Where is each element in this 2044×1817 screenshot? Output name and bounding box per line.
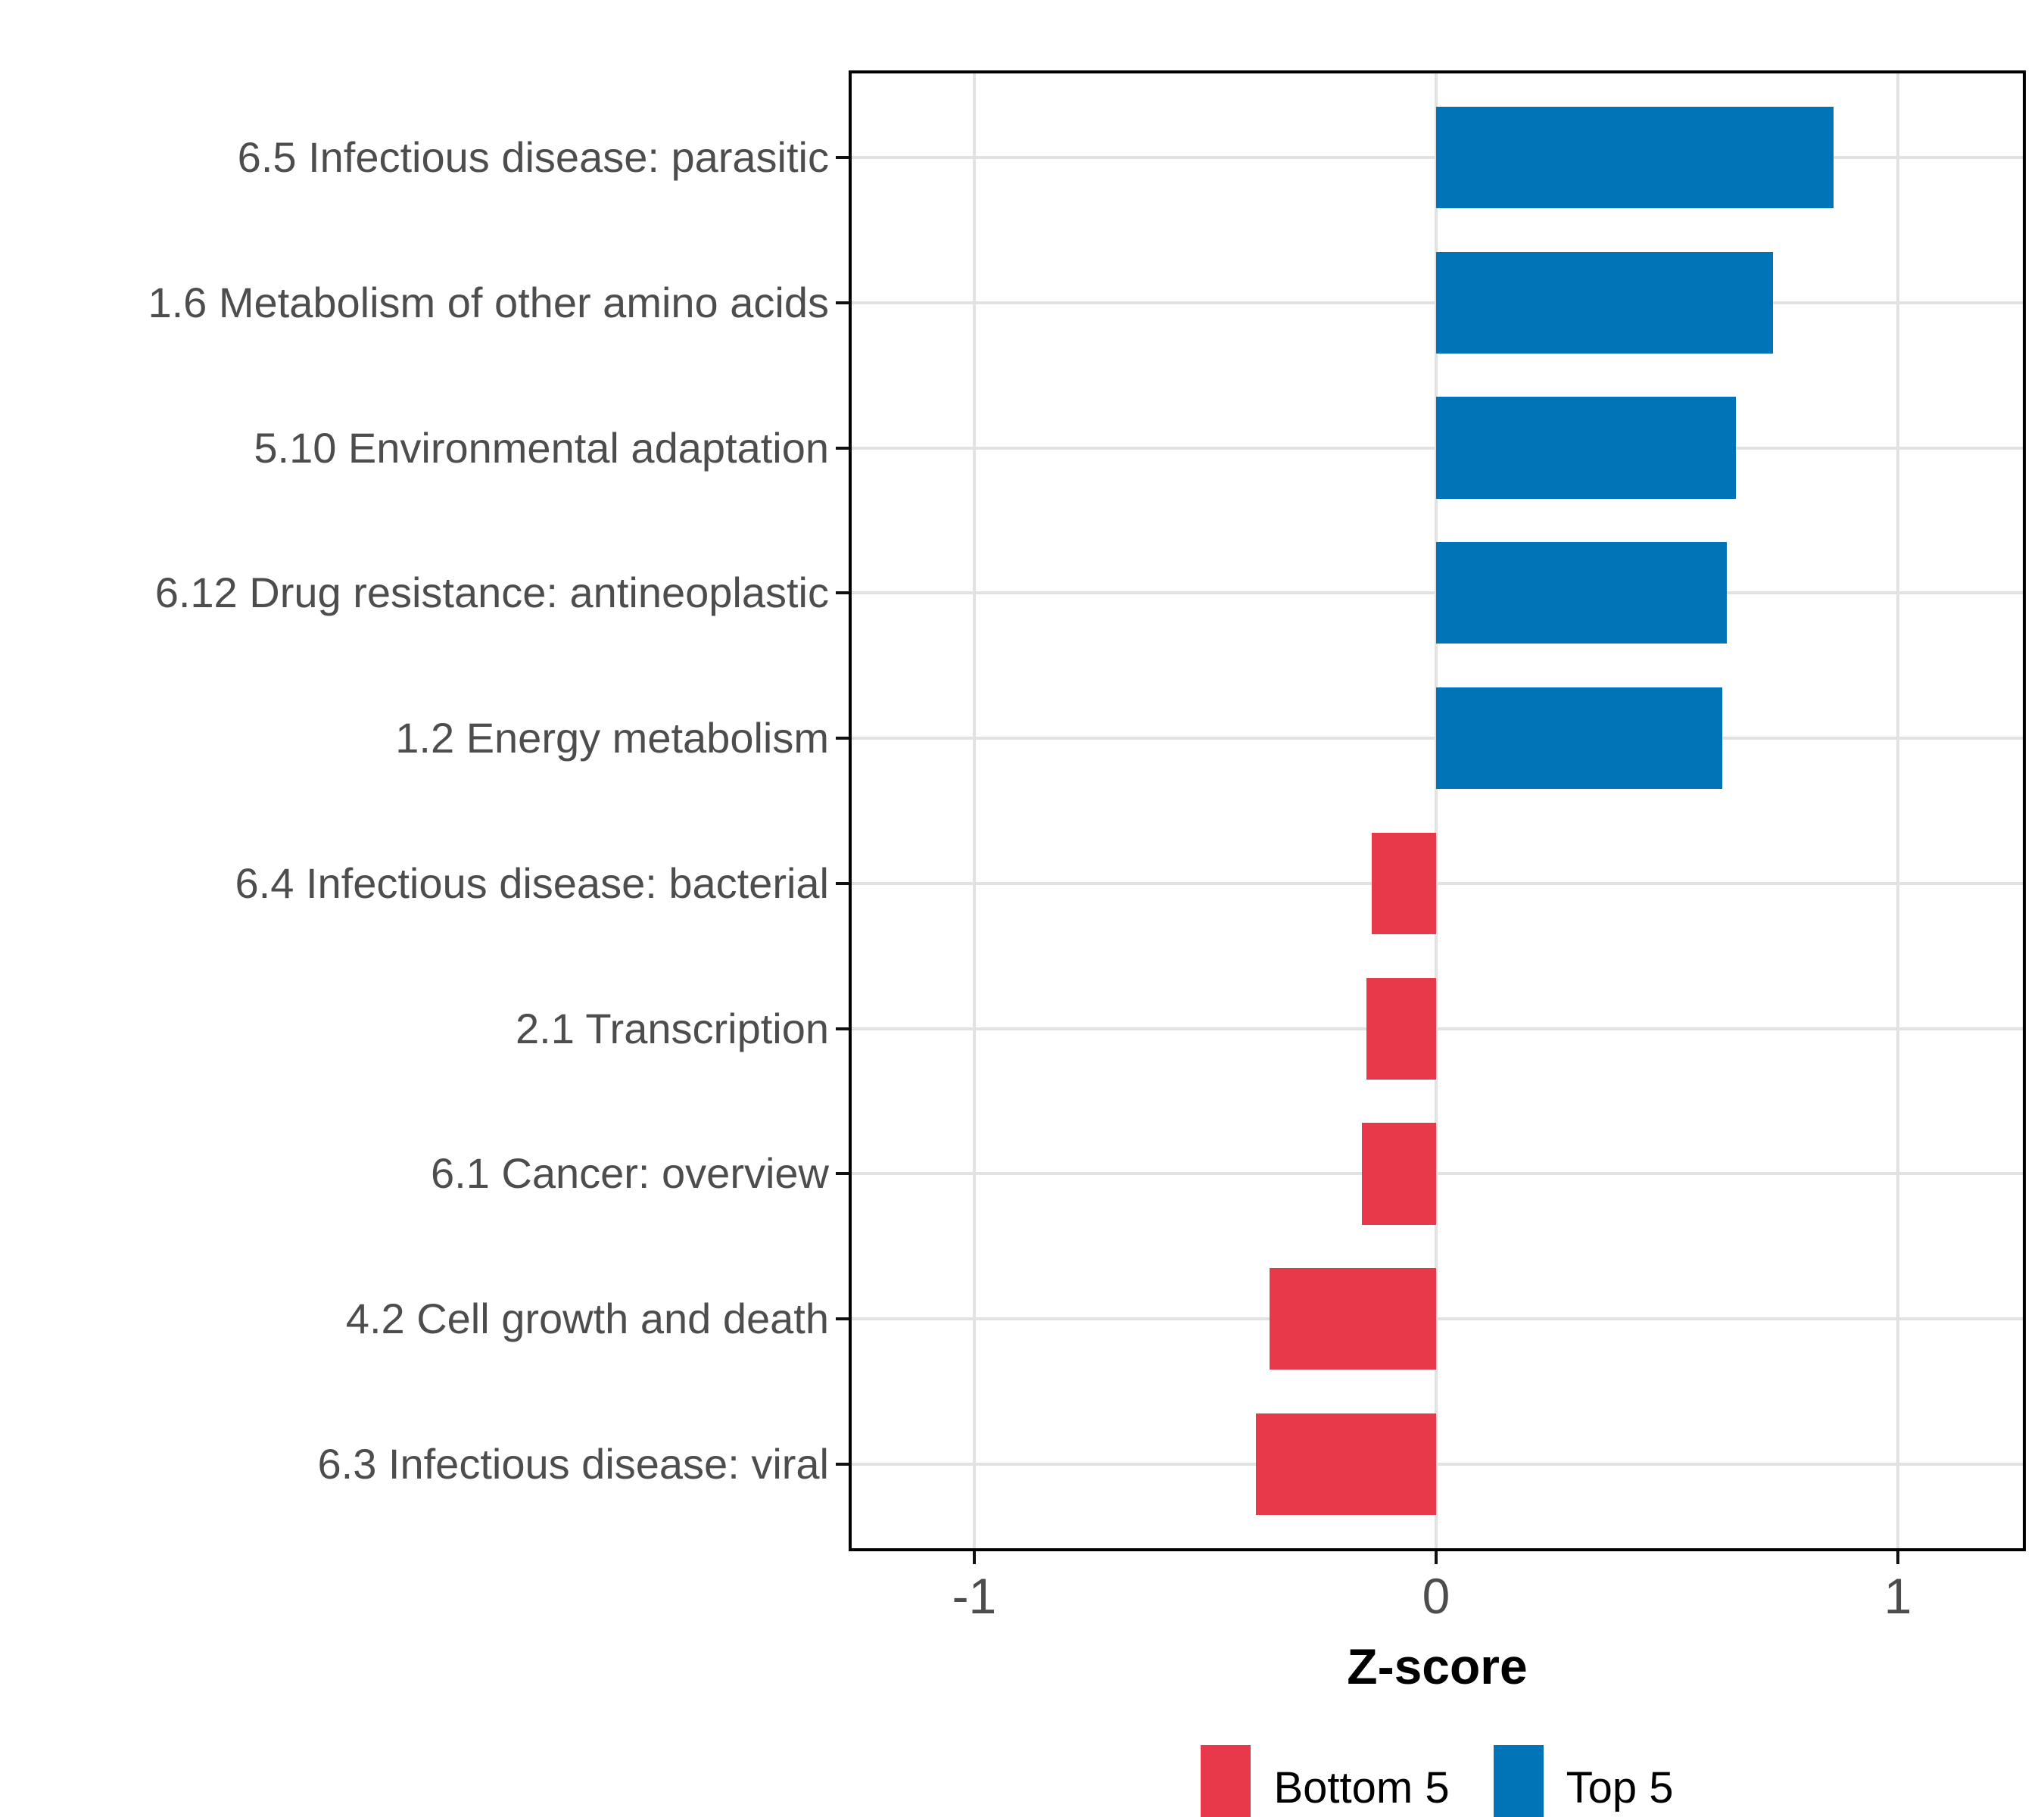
category-label: 5.10 Environmental adaptation xyxy=(254,423,829,472)
category-label: 6.3 Infectious disease: viral xyxy=(317,1439,829,1488)
category-label: 6.4 Infectious disease: bacterial xyxy=(235,859,829,907)
category-label: 1.6 Metabolism of other amino acids xyxy=(148,278,829,326)
major-gridline-x xyxy=(972,70,976,1551)
y-tick-mark xyxy=(836,1462,849,1466)
major-gridline-x xyxy=(1434,70,1438,1551)
y-tick-mark xyxy=(836,301,849,304)
bar xyxy=(1435,687,1723,790)
legend-label: Bottom 5 xyxy=(1273,1762,1450,1812)
category-label: 2.1 Transcription xyxy=(516,1004,829,1052)
major-gridline-y xyxy=(849,1172,2026,1176)
y-tick-mark xyxy=(836,881,849,885)
bar xyxy=(1366,977,1436,1080)
bar xyxy=(1362,1123,1436,1225)
y-tick-mark xyxy=(836,446,849,450)
y-tick-mark xyxy=(836,1317,849,1321)
category-label: 6.1 Cancer: overview xyxy=(430,1149,829,1198)
bar xyxy=(1435,397,1737,499)
y-tick-mark xyxy=(836,737,849,740)
major-gridline-x xyxy=(1896,70,1900,1551)
legend-key-swatch xyxy=(1201,1745,1251,1817)
x-axis-title: Z-score xyxy=(1347,1638,1528,1694)
x-tick-mark xyxy=(1896,1551,1900,1564)
bar xyxy=(1435,251,1774,354)
major-gridline-y xyxy=(849,881,2026,885)
major-gridline-y xyxy=(849,1317,2026,1321)
legend-item-bottom5: Bottom 5 xyxy=(1201,1745,1450,1817)
legend-key-swatch xyxy=(1493,1745,1544,1817)
y-tick-mark xyxy=(836,156,849,160)
bar xyxy=(1256,1413,1436,1516)
x-tick-mark xyxy=(1434,1551,1438,1564)
bar xyxy=(1435,106,1834,209)
x-tick-label: -1 xyxy=(952,1568,997,1624)
major-gridline-y xyxy=(849,1462,2026,1466)
category-label: 4.2 Cell growth and death xyxy=(345,1295,829,1343)
x-tick-mark xyxy=(972,1551,976,1564)
y-tick-mark xyxy=(836,591,849,595)
x-tick-label: 1 xyxy=(1884,1568,1912,1624)
category-label: 1.2 Energy metabolism xyxy=(395,714,829,762)
major-gridline-y xyxy=(849,1027,2026,1030)
category-label: 6.12 Drug resistance: antineoplastic xyxy=(154,569,829,617)
x-tick-label: 0 xyxy=(1422,1568,1450,1624)
bar xyxy=(1371,832,1436,934)
legend-item-top5: Top 5 xyxy=(1493,1745,1674,1817)
y-tick-mark xyxy=(836,1172,849,1176)
category-label: 6.5 Infectious disease: parasitic xyxy=(237,133,829,182)
legend: Bottom 5 Top 5 xyxy=(849,1738,2026,1817)
bar xyxy=(1435,542,1728,644)
y-tick-mark xyxy=(836,1027,849,1030)
legend-label: Top 5 xyxy=(1566,1762,1674,1812)
bar xyxy=(1270,1268,1436,1370)
